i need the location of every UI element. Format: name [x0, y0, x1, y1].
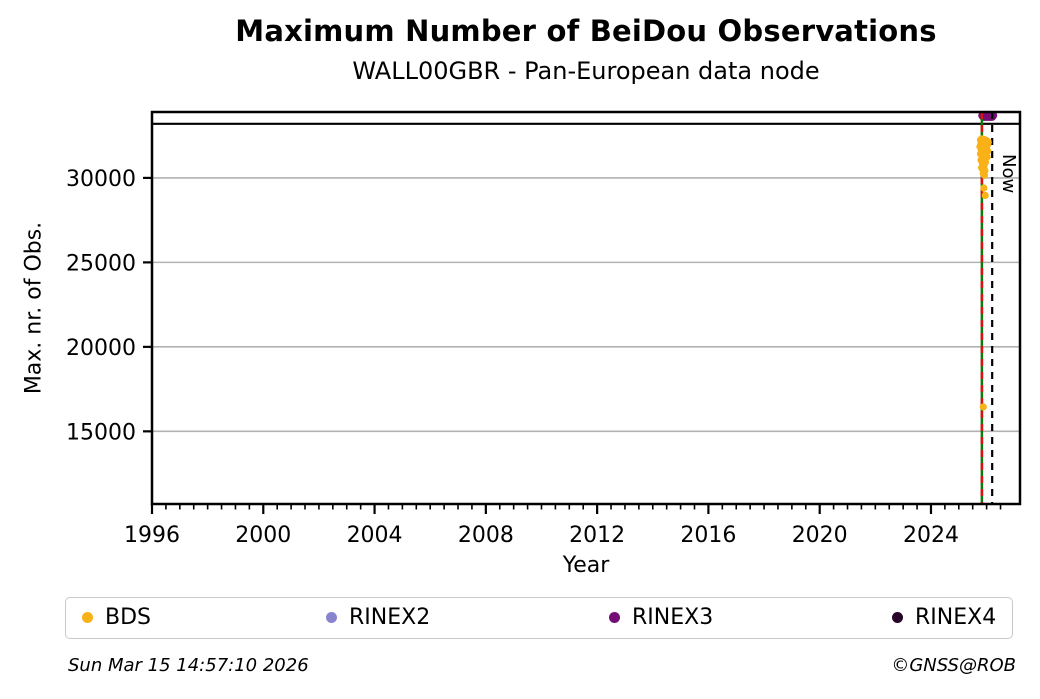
- legend-item-bds: BDS: [82, 598, 151, 637]
- bds-point: [980, 184, 988, 192]
- chart-subtitle: WALL00GBR - Pan-European data node: [352, 57, 820, 85]
- legend-item-rinex4: RINEX4: [892, 598, 996, 637]
- y-tick-label: 30000: [66, 167, 136, 192]
- x-tick-label: 1996: [124, 523, 180, 548]
- rinex3-marker-icon: [609, 612, 620, 623]
- plot-timestamp: Sun Mar 15 14:57:10 2026: [68, 655, 309, 676]
- chart-title: Maximum Number of BeiDou Observations: [235, 14, 937, 48]
- y-tick-label: 25000: [66, 251, 136, 276]
- legend-label: RINEX3: [632, 604, 714, 630]
- y-tick-label: 20000: [66, 336, 136, 361]
- rinex2-marker-icon: [326, 612, 337, 623]
- x-tick-label: 2020: [792, 523, 848, 548]
- bds-marker-icon: [82, 612, 93, 623]
- bds-point: [980, 171, 988, 179]
- legend-label: RINEX2: [349, 604, 431, 630]
- y-tick-label: 15000: [66, 420, 136, 445]
- x-tick-label: 2000: [235, 523, 291, 548]
- bds-point: [979, 403, 987, 411]
- x-tick-label: 2016: [680, 523, 736, 548]
- legend-label: BDS: [105, 604, 151, 630]
- legend-label: RINEX4: [915, 604, 997, 630]
- x-tick-label: 2008: [458, 523, 514, 548]
- plot-frame: [150, 110, 1022, 506]
- now-label: Now: [998, 154, 1019, 193]
- x-tick-label: 2024: [903, 523, 959, 548]
- x-axis-title: Year: [562, 553, 610, 578]
- bds-point: [981, 191, 989, 200]
- x-tick-label: 2004: [347, 523, 403, 548]
- legend-item-rinex3: RINEX3: [609, 598, 713, 637]
- legend: BDS RINEX2 RINEX3 RINEX4: [65, 597, 1013, 639]
- x-tick-label: 2012: [569, 523, 625, 548]
- legend-item-rinex2: RINEX2: [326, 598, 430, 637]
- credit-text: ©GNSS@ROB: [891, 655, 1016, 676]
- rinex4-marker-icon: [892, 612, 903, 623]
